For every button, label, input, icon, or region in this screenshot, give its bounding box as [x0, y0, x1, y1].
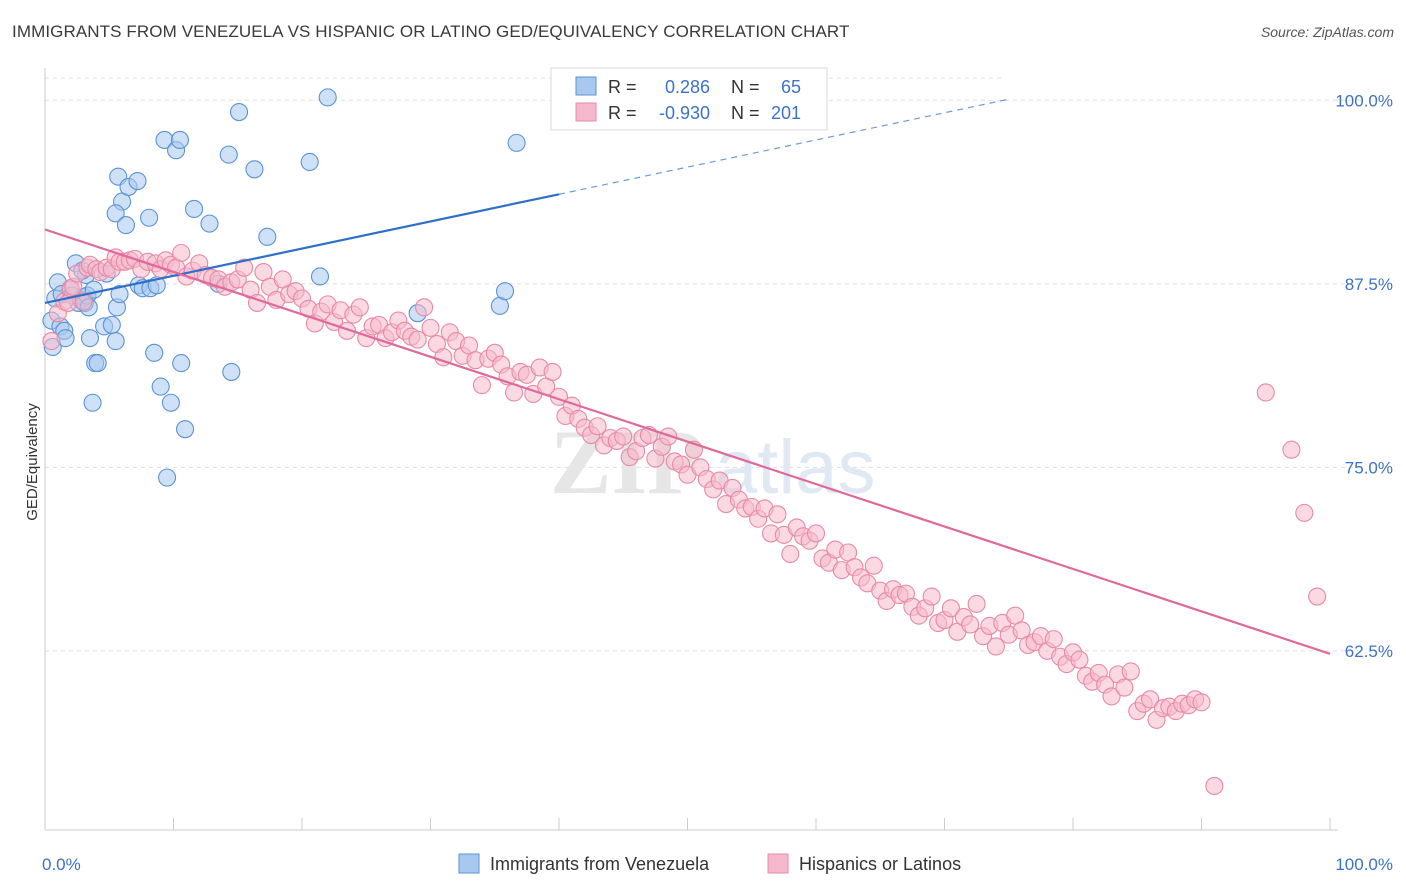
chart-source: Source: ZipAtlas.com — [1260, 24, 1394, 40]
data-point — [1102, 687, 1121, 706]
x-tick-label-max: 100.0% — [1335, 855, 1393, 874]
data-point — [961, 615, 980, 634]
x-tick-label-min: 0.0% — [42, 855, 81, 874]
legend-swatch-venezuela — [458, 853, 480, 874]
data-point — [614, 427, 633, 446]
data-point — [158, 468, 177, 487]
stats-n-label: N = — [731, 77, 760, 97]
legend-label-venezuela: Immigrants from Venezuela — [490, 854, 710, 874]
stats-box: R = 0.286 N = 65 R = -0.930 N = 201 — [550, 67, 828, 131]
axes — [44, 68, 1338, 831]
data-point — [922, 587, 941, 606]
data-point — [106, 204, 125, 223]
data-point — [986, 637, 1005, 656]
data-point — [421, 318, 440, 337]
data-point — [74, 292, 93, 311]
data-point — [543, 362, 562, 381]
data-point — [128, 172, 147, 191]
data-point — [219, 145, 238, 164]
data-point — [172, 243, 191, 263]
data-point — [350, 298, 369, 317]
data-point — [140, 208, 159, 227]
data-point — [222, 362, 241, 381]
data-point — [1308, 587, 1327, 606]
series-hispanic-points — [42, 243, 1327, 796]
data-point — [588, 417, 607, 436]
data-point — [151, 377, 170, 396]
data-point — [310, 267, 330, 286]
data-point — [1205, 776, 1224, 796]
trend-lines — [44, 98, 1331, 655]
data-point — [337, 321, 357, 340]
stats-r-value: 0.286 — [665, 77, 710, 97]
data-point — [106, 332, 125, 351]
data-point — [781, 544, 800, 564]
data-point — [408, 330, 427, 349]
data-point — [42, 332, 61, 351]
data-point — [83, 393, 102, 412]
y-tick-label: 87.5% — [1345, 275, 1393, 294]
y-tick-label: 75.0% — [1345, 458, 1393, 477]
data-point — [1295, 503, 1314, 522]
y-tick-label: 100.0% — [1335, 91, 1393, 110]
data-point — [941, 599, 960, 618]
data-point — [176, 420, 195, 439]
data-point — [768, 505, 787, 524]
data-point — [80, 329, 100, 348]
data-point — [300, 152, 319, 172]
chart-title: IMMIGRANTS FROM VENEZUELA VS HISPANIC OR… — [12, 22, 850, 41]
data-point — [245, 160, 264, 179]
data-point — [1044, 630, 1063, 649]
trend-line-venezuela — [44, 193, 560, 304]
data-point — [659, 427, 678, 446]
stats-r-label: R = — [608, 103, 637, 123]
data-point — [145, 343, 164, 362]
data-point — [229, 102, 249, 122]
data-point — [235, 258, 254, 277]
x-tick-labels: 0.0% 100.0% — [42, 855, 1393, 874]
legend-label-hispanic: Hispanics or Latinos — [799, 854, 961, 874]
stats-n-label: N = — [731, 103, 760, 123]
data-point — [1282, 440, 1301, 459]
data-point — [806, 524, 826, 543]
y-tick-labels: 100.0% 87.5% 75.0% 62.5% — [1335, 91, 1393, 661]
data-point — [472, 376, 491, 395]
data-point — [102, 315, 121, 334]
data-point — [185, 199, 204, 218]
legend: Immigrants from Venezuela Hispanics or L… — [458, 853, 961, 874]
data-point — [1141, 690, 1160, 709]
data-point — [1070, 650, 1089, 669]
y-axis-label: GED/Equivalency — [24, 403, 41, 521]
data-point — [170, 130, 189, 149]
data-point — [1115, 678, 1134, 697]
data-point — [318, 88, 337, 107]
data-point — [495, 282, 515, 301]
data-point — [507, 133, 526, 152]
data-point — [161, 393, 180, 412]
y-tick-label: 62.5% — [1345, 642, 1393, 661]
stats-swatch-blue — [575, 76, 597, 96]
grid-lines — [45, 77, 1365, 652]
data-point — [258, 227, 277, 246]
data-point — [1192, 693, 1211, 712]
data-point — [110, 285, 129, 304]
data-point — [864, 556, 883, 575]
data-point — [967, 594, 986, 613]
stats-swatch-pink — [575, 102, 597, 122]
stats-n-value: 201 — [771, 103, 801, 123]
data-point — [88, 354, 107, 373]
data-point — [1256, 383, 1275, 402]
data-point — [200, 214, 219, 233]
data-point — [1121, 662, 1140, 681]
data-point — [116, 216, 136, 235]
stats-r-value: -0.930 — [659, 103, 710, 123]
stats-r-label: R = — [608, 77, 637, 97]
data-point — [415, 298, 434, 317]
legend-swatch-hispanic — [767, 853, 789, 874]
stats-n-value: 65 — [781, 77, 801, 97]
data-point — [172, 354, 191, 373]
trend-line-hispanic — [44, 228, 1331, 655]
